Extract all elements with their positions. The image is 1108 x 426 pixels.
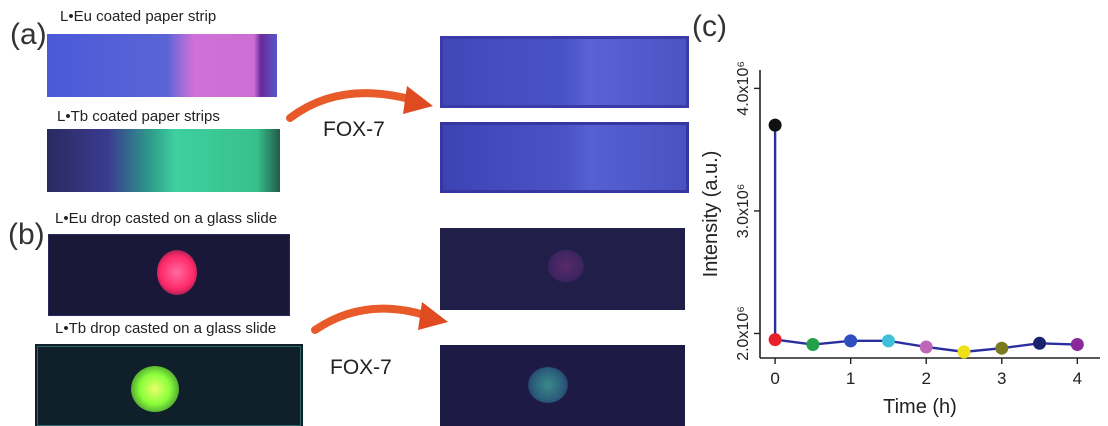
eu-glass-caption: L•Eu drop casted on a glass slide: [55, 210, 278, 227]
eu-paper-caption: L•Eu coated paper strip: [60, 8, 217, 25]
x-axis-label: Time (h): [883, 396, 957, 418]
tb-glass-caption: L•Tb drop casted on a glass slide: [55, 320, 277, 337]
tb-green-luminescent-spot: [131, 366, 179, 412]
eu-glass-slide-after: [440, 228, 685, 310]
tb-glass-slide-before: [35, 344, 303, 426]
fox7-label-b: FOX-7: [330, 356, 392, 379]
y-tick-label: 2.0x10⁶: [735, 306, 752, 361]
eu-quenched-spot: [548, 250, 584, 282]
data-point: [957, 345, 971, 359]
x-tick-label: 1: [846, 369, 855, 388]
panel-label-b: (b): [8, 218, 45, 251]
data-point: [995, 341, 1009, 355]
panel-label-c: (c): [692, 10, 727, 43]
data-point: [806, 338, 820, 352]
data-point: [1033, 336, 1047, 350]
fox7-label-a: FOX-7: [323, 118, 385, 141]
data-point: [1070, 338, 1084, 352]
data-point: [919, 340, 933, 354]
arrow-a-icon: [286, 86, 433, 122]
y-tick-label: 3.0x10⁶: [735, 184, 752, 239]
tb-paper-strip-before: [47, 129, 280, 192]
y-tick-label: 4.0x10⁶: [735, 61, 752, 116]
x-tick-label: 0: [770, 369, 779, 388]
eu-red-luminescent-spot: [157, 250, 197, 295]
eu-glass-slide-before: [48, 234, 290, 316]
tb-paper-caption: L•Tb coated paper strips: [57, 108, 220, 125]
data-point: [881, 334, 895, 348]
data-point: [768, 118, 782, 132]
tb-paper-strip-after: [440, 122, 689, 193]
tb-quenched-spot: [528, 367, 568, 403]
series-line: [773, 125, 1078, 354]
x-tick-label: 3: [997, 369, 1006, 388]
eu-paper-strip-after: [440, 36, 689, 108]
data-point: [844, 334, 858, 348]
tb-glass-slide-after: [440, 345, 685, 426]
eu-paper-strip-before: [47, 34, 277, 97]
y-axis-label: Intensity (a.u.): [700, 151, 722, 278]
arrow-b-icon: [311, 302, 448, 334]
panel-label-a: (a): [10, 18, 47, 51]
data-point: [768, 333, 782, 347]
x-tick-label: 2: [921, 369, 930, 388]
x-tick-label: 4: [1073, 369, 1082, 388]
intensity-chart: 0 1 2 3 4 2.0x10⁶ 3.0x10⁶ 4.0x10⁶ Time (h) Intens…: [700, 61, 1100, 418]
